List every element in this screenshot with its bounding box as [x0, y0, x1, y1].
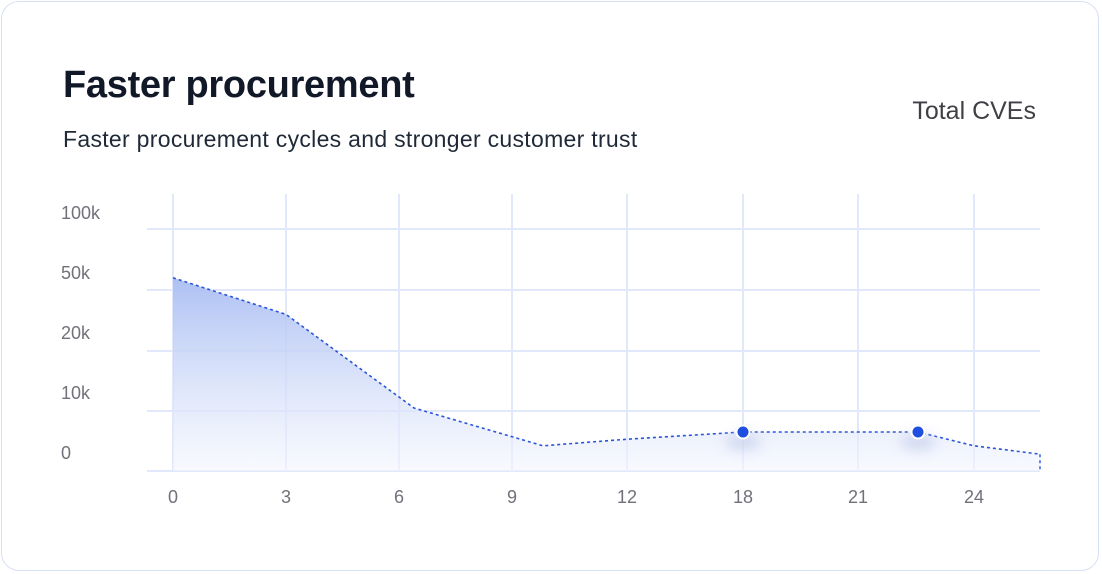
legend-entry-total-cves[interactable]: Total CVEs [912, 97, 1036, 125]
y-tick-label: 0 [61, 443, 71, 463]
x-tick-label: 0 [168, 487, 178, 507]
y-tick-label: 50k [61, 263, 91, 283]
x-tick-label: 18 [733, 487, 753, 507]
y-axis-ticks: 100k 50k 20k 10k 0 [61, 203, 101, 463]
chart-subtitle: Faster procurement cycles and stronger c… [63, 126, 638, 152]
area-layer [173, 277, 1040, 471]
x-tick-label: 24 [964, 487, 984, 507]
marker-shadow [900, 433, 936, 451]
y-tick-label: 100k [61, 203, 101, 223]
marker-layer [725, 424, 936, 451]
series-line-layer [172, 277, 1041, 471]
chart-title: Faster procurement [63, 64, 415, 106]
x-axis-ticks: 0 3 6 9 12 18 21 24 [168, 487, 984, 507]
y-tick-label: 10k [61, 383, 91, 403]
x-tick-label: 3 [281, 487, 291, 507]
x-tick-label: 6 [394, 487, 404, 507]
y-tick-label: 20k [61, 323, 91, 343]
marker-shadow [725, 433, 761, 451]
series-area-total-cves [173, 277, 1040, 471]
data-point-marker[interactable] [912, 426, 924, 438]
x-tick-label: 21 [848, 487, 868, 507]
data-point-marker[interactable] [737, 426, 749, 438]
x-tick-label: 9 [507, 487, 517, 507]
x-tick-label: 12 [617, 487, 637, 507]
